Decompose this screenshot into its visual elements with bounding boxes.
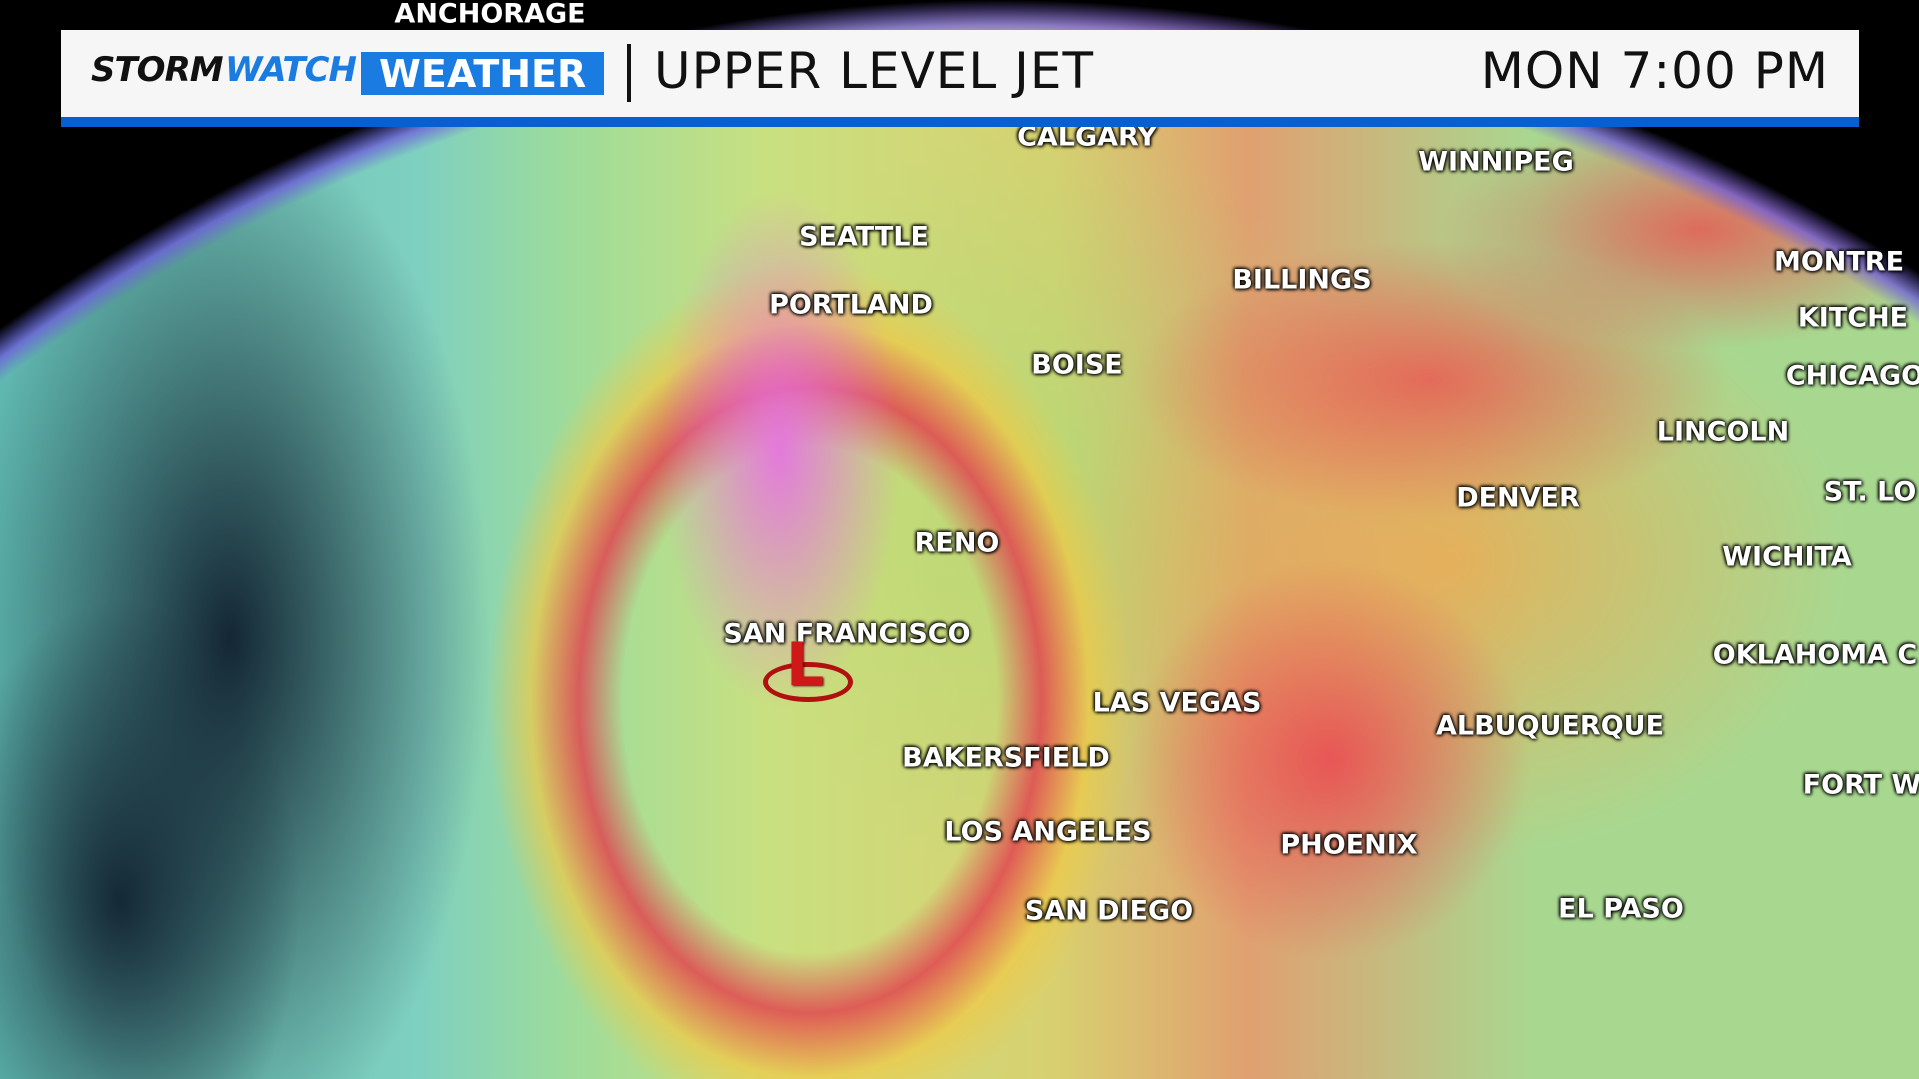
city-label: LAS VEGAS — [1092, 687, 1262, 719]
city-label: KITCHE — [1797, 302, 1909, 334]
city-label: RENO — [914, 527, 1000, 559]
title-banner: STORM WATCH WEATHER UPPER LEVEL JET MON … — [61, 30, 1859, 117]
city-label: OKLAHOMA C — [1712, 639, 1918, 671]
city-label: MONTRE — [1773, 246, 1905, 278]
banner-accent-bar — [61, 117, 1859, 127]
city-label: ANCHORAGE — [394, 0, 586, 30]
city-label: EL PASO — [1558, 893, 1684, 925]
city-label: DENVER — [1456, 482, 1580, 514]
city-label: SAN FRANCISCO — [723, 618, 971, 650]
city-label: LOS ANGELES — [944, 816, 1152, 848]
divider — [627, 44, 631, 102]
city-label: WINNIPEG — [1418, 146, 1574, 178]
city-label: SAN DIEGO — [1024, 895, 1194, 927]
city-label: BILLINGS — [1232, 264, 1372, 296]
city-label: ST. LO — [1823, 476, 1917, 508]
city-label: BOISE — [1031, 349, 1123, 381]
city-label: LINCOLN — [1656, 416, 1790, 448]
page-title: UPPER LEVEL JET — [654, 42, 1094, 100]
low-pressure-ring — [763, 662, 853, 702]
city-label: SEATTLE — [799, 221, 929, 253]
city-label: PORTLAND — [769, 289, 933, 321]
city-label: BAKERSFIELD — [902, 742, 1110, 774]
city-label: PHOENIX — [1280, 829, 1418, 861]
low-pressure-label: L — [786, 630, 825, 700]
logo-watch: WATCH — [225, 50, 357, 90]
logo-storm: STORM — [91, 50, 224, 90]
city-label: CHICAGO — [1785, 360, 1919, 392]
city-label: FORT W — [1802, 769, 1919, 801]
city-label: ALBUQUERQUE — [1435, 710, 1665, 742]
logo-weather: WEATHER — [361, 52, 605, 96]
low-pressure-icon: L — [758, 630, 858, 714]
forecast-time: MON 7:00 PM — [1480, 42, 1829, 100]
city-label: WICHITA — [1722, 541, 1852, 573]
